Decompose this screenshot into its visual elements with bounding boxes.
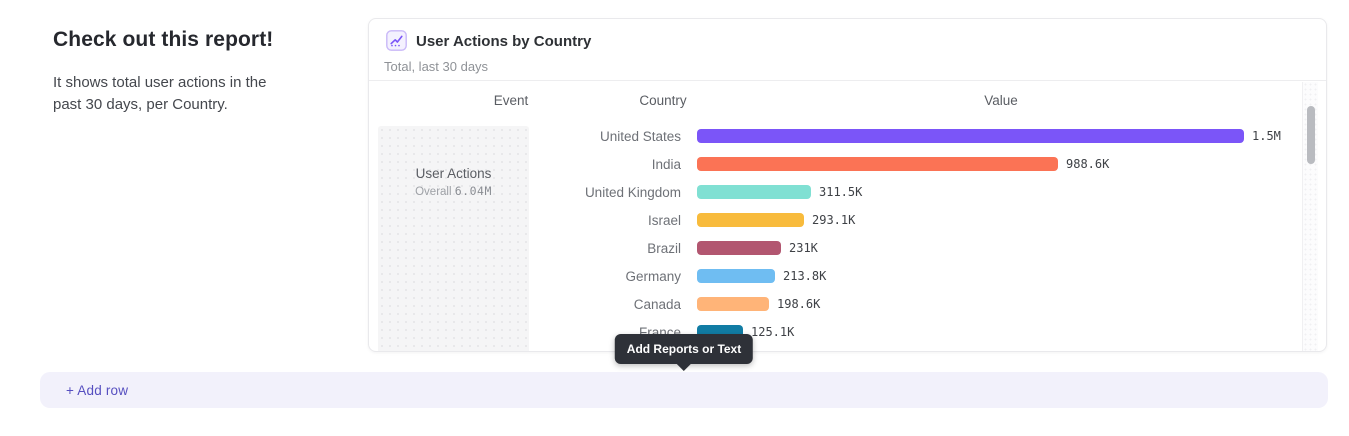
overall-value: 6.04M xyxy=(454,184,492,198)
table-row: Brazil 231K xyxy=(369,234,1298,262)
bar-cell: 293.1K xyxy=(697,213,855,227)
table-row: United States 1.5M xyxy=(369,122,1298,150)
page-title: Check out this report! xyxy=(53,28,274,51)
value-label: 293.1K xyxy=(812,213,856,227)
chart-rows: United States 1.5M India 988.6K United Kingd… xyxy=(369,122,1298,346)
column-header-value: Value xyxy=(984,93,1018,108)
bar-cell: 231K xyxy=(697,241,818,255)
report-table: Event Country Value User Actions Overall… xyxy=(369,82,1326,351)
country-label: United Kingdom xyxy=(584,184,681,200)
value-bar[interactable] xyxy=(697,157,1058,171)
table-row: Israel 293.1K xyxy=(369,206,1298,234)
column-header-country: Country xyxy=(639,93,687,108)
value-bar[interactable] xyxy=(697,213,804,227)
bar-cell: 988.6K xyxy=(697,157,1109,171)
column-header-event: Event xyxy=(493,93,529,108)
table-row: India 988.6K xyxy=(369,150,1298,178)
vertical-scrollbar[interactable] xyxy=(1302,82,1318,351)
country-label: Israel xyxy=(647,212,681,228)
value-bar[interactable] xyxy=(697,129,1244,143)
table-row: France 125.1K xyxy=(369,318,1298,346)
event-name: User Actions xyxy=(415,166,492,181)
intro-description: It shows total user actions in the past … xyxy=(53,74,267,113)
event-overall: Overall 6.04M xyxy=(378,184,529,198)
country-label: Canada xyxy=(633,296,681,312)
country-label: Brazil xyxy=(647,240,681,256)
value-bar[interactable] xyxy=(697,297,769,311)
bar-cell: 311.5K xyxy=(697,185,862,199)
value-bar[interactable] xyxy=(697,241,781,255)
value-bar[interactable] xyxy=(697,269,775,283)
value-bar[interactable] xyxy=(697,185,811,199)
report-card-header: User Actions by Country Total, last 30 d… xyxy=(369,19,1326,81)
add-row-button[interactable]: + Add row xyxy=(40,372,1328,408)
value-label: 213.8K xyxy=(783,269,827,283)
scrollbar-thumb[interactable] xyxy=(1307,106,1315,164)
report-card[interactable]: User Actions by Country Total, last 30 d… xyxy=(368,18,1327,352)
bar-cell: 213.8K xyxy=(697,269,826,283)
country-label: Germany xyxy=(625,268,681,284)
value-label: 125.1K xyxy=(751,325,795,339)
report-title: User Actions by Country xyxy=(416,33,592,50)
add-reports-tooltip: Add Reports or Text xyxy=(614,334,754,364)
bar-cell: 1.5M xyxy=(697,129,1281,143)
value-label: 311.5K xyxy=(819,185,863,199)
bar-cell: 198.6K xyxy=(697,297,820,311)
value-label: 988.6K xyxy=(1066,157,1110,171)
value-label: 231K xyxy=(789,241,818,255)
overall-label: Overall xyxy=(415,186,452,198)
line-chart-icon xyxy=(386,30,407,51)
event-cell[interactable]: User Actions Overall 6.04M xyxy=(378,126,529,351)
value-label: 198.6K xyxy=(777,297,821,311)
intro-text-block: Check out this report! It shows total us… xyxy=(53,28,303,115)
table-row: United Kingdom 311.5K xyxy=(369,178,1298,206)
country-label: United States xyxy=(599,128,681,144)
report-subtitle: Total, last 30 days xyxy=(384,59,489,74)
table-row: Canada 198.6K xyxy=(369,290,1298,318)
value-label: 1.5M xyxy=(1252,129,1281,143)
country-label: India xyxy=(651,156,681,172)
add-row-label: + Add row xyxy=(66,382,129,398)
table-row: Germany 213.8K xyxy=(369,262,1298,290)
